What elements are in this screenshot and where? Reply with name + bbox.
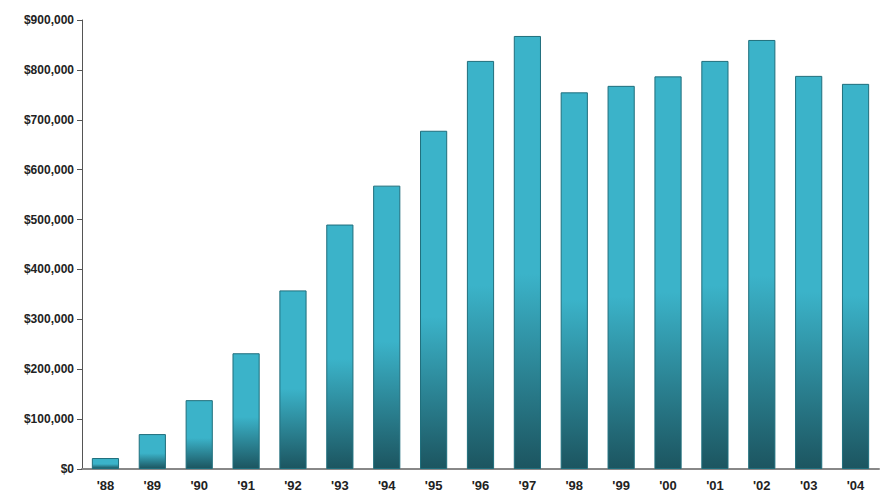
svg-text:'92: '92 — [284, 478, 302, 493]
svg-text:$600,000: $600,000 — [24, 163, 74, 177]
svg-text:'04: '04 — [847, 478, 865, 493]
svg-text:$300,000: $300,000 — [24, 312, 74, 326]
svg-text:'97: '97 — [519, 478, 537, 493]
svg-text:'00: '00 — [659, 478, 677, 493]
svg-text:$100,000: $100,000 — [24, 412, 74, 426]
svg-text:$900,000: $900,000 — [24, 13, 74, 27]
svg-text:$0: $0 — [61, 462, 75, 476]
svg-text:'89: '89 — [144, 478, 162, 493]
svg-text:$800,000: $800,000 — [24, 63, 74, 77]
svg-text:'03: '03 — [800, 478, 818, 493]
svg-text:'96: '96 — [472, 478, 490, 493]
svg-text:'02: '02 — [753, 478, 771, 493]
svg-text:'93: '93 — [331, 478, 349, 493]
svg-text:'98: '98 — [565, 478, 583, 493]
svg-text:'99: '99 — [612, 478, 630, 493]
svg-text:'01: '01 — [706, 478, 724, 493]
svg-text:$200,000: $200,000 — [24, 362, 74, 376]
svg-text:$400,000: $400,000 — [24, 262, 74, 276]
svg-text:'90: '90 — [190, 478, 208, 493]
svg-text:'91: '91 — [237, 478, 255, 493]
svg-text:'88: '88 — [97, 478, 115, 493]
svg-text:$500,000: $500,000 — [24, 213, 74, 227]
svg-text:'94: '94 — [378, 478, 396, 493]
svg-text:'95: '95 — [425, 478, 443, 493]
svg-text:$700,000: $700,000 — [24, 113, 74, 127]
